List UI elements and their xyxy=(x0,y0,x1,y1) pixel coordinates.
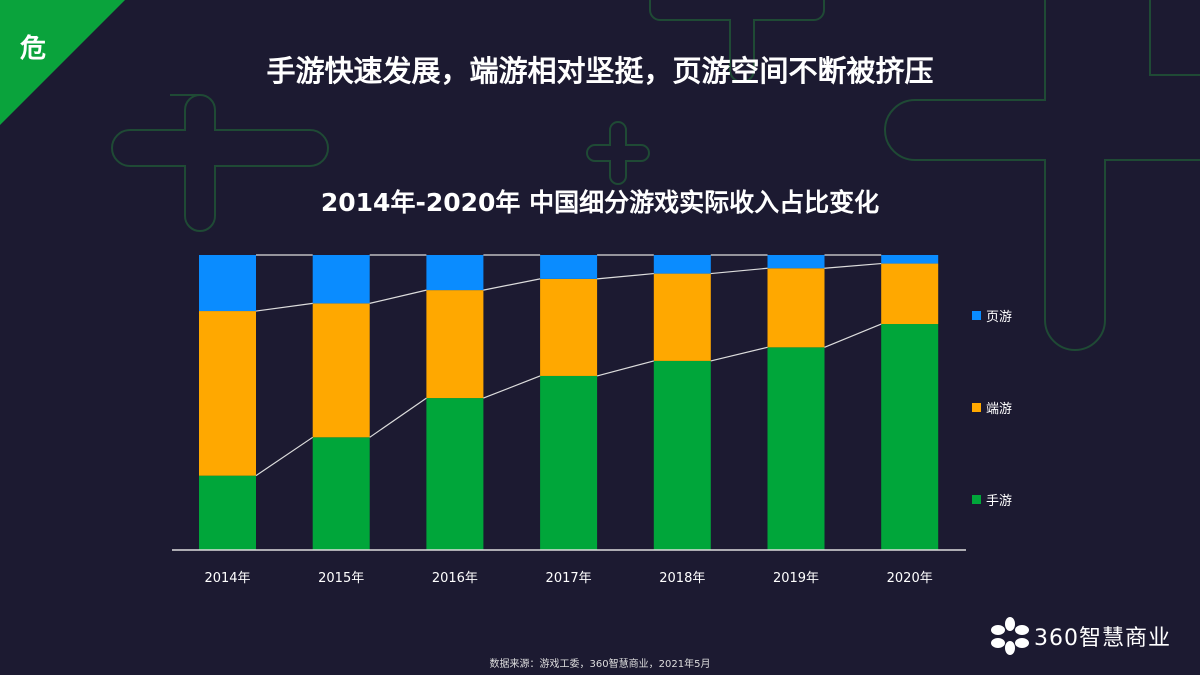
series-connector-line xyxy=(597,272,654,280)
logo-text: 360智慧商业 xyxy=(1034,626,1171,651)
series-connector-line xyxy=(483,278,541,291)
bar-端游-2017年 xyxy=(540,278,598,376)
bar-端游-2018年 xyxy=(653,273,711,361)
bar-端游-2015年 xyxy=(312,303,370,438)
corner-badge-text: 危 xyxy=(20,34,47,64)
x-tick-label: 2020年 xyxy=(887,571,933,586)
series-connector-line xyxy=(596,360,654,377)
x-tick-label: 2014年 xyxy=(204,571,250,586)
bar-页游-2015年 xyxy=(312,255,370,304)
legend-label-mobile: 手游 xyxy=(986,494,1013,509)
legend-swatch-mobile xyxy=(972,495,981,504)
bar-手游-2020年 xyxy=(881,324,939,550)
bar-端游-2020年 xyxy=(881,263,939,325)
legend-item-web: 页游 xyxy=(972,306,1012,325)
legend-label-client: 端游 xyxy=(986,402,1013,417)
bar-手游-2014年 xyxy=(199,475,256,550)
bar-页游-2018年 xyxy=(653,255,711,274)
bar-端游-2016年 xyxy=(426,290,484,399)
legend-item-mobile: 手游 xyxy=(972,490,1012,509)
series-connector-line xyxy=(483,375,541,399)
bar-端游-2019年 xyxy=(767,268,825,348)
series-connector-line xyxy=(255,302,313,312)
bar-页游-2020年 xyxy=(881,255,939,264)
bar-页游-2016年 xyxy=(426,255,484,291)
corner-badge xyxy=(0,0,125,125)
bar-端游-2014年 xyxy=(199,311,256,476)
series-connector-line xyxy=(824,323,882,348)
series-connector-line xyxy=(710,346,768,362)
series-connector-line xyxy=(824,262,882,269)
x-tick-label: 2017年 xyxy=(546,571,592,586)
headline: 手游快速发展，端游相对坚挺，页游空间不断被挤压 xyxy=(266,54,934,88)
x-tick-label: 2016年 xyxy=(432,571,478,586)
chart-title: 2014年-2020年 中国细分游戏实际收入占比变化 xyxy=(320,188,880,217)
flower-logo-icon xyxy=(991,617,1029,655)
legend-item-client: 端游 xyxy=(972,398,1012,417)
legend-swatch-web xyxy=(972,311,981,320)
series-connector-line xyxy=(369,397,427,438)
x-tick-label: 2019年 xyxy=(773,571,819,586)
bar-页游-2019年 xyxy=(767,255,825,269)
bar-手游-2017年 xyxy=(540,375,598,550)
series-connector-line xyxy=(255,436,314,477)
brand-logo: 360智慧商业 xyxy=(990,616,1171,656)
bar-手游-2016年 xyxy=(426,398,484,550)
x-tick-label: 2018年 xyxy=(659,571,705,586)
legend-swatch-client xyxy=(972,403,981,412)
data-source: 数据来源：游戏工委，360智慧商业，2021年5月 xyxy=(489,659,711,670)
bar-手游-2019年 xyxy=(767,347,825,550)
series-connector-line xyxy=(369,289,427,304)
x-tick-label: 2015年 xyxy=(318,571,364,586)
bar-手游-2018年 xyxy=(653,360,711,550)
bar-页游-2017年 xyxy=(540,255,598,279)
legend-label-web: 页游 xyxy=(986,310,1013,325)
bar-手游-2015年 xyxy=(312,437,370,550)
series-connector-line xyxy=(710,267,768,275)
bar-页游-2014年 xyxy=(199,255,256,312)
